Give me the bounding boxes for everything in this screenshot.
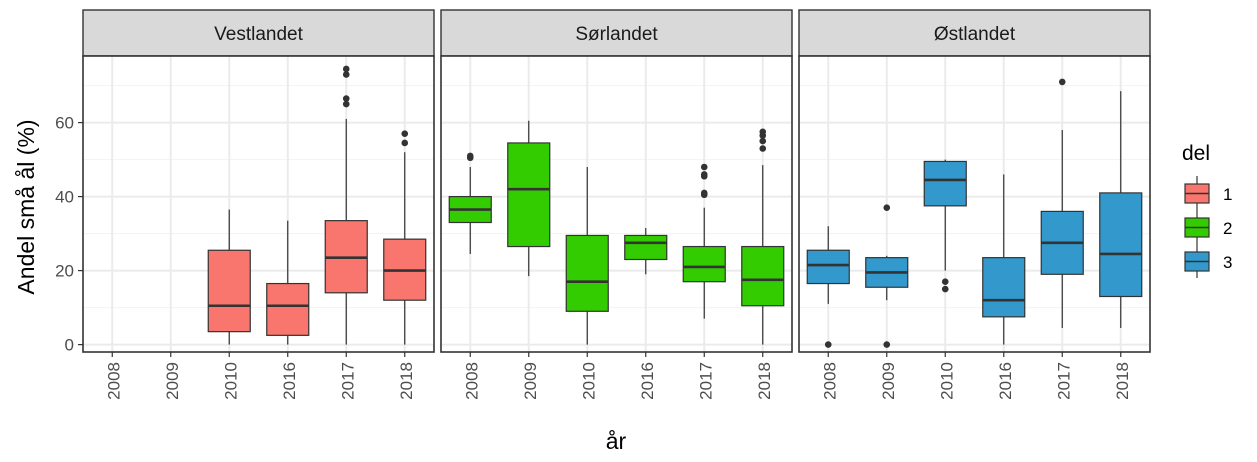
outlier-point bbox=[759, 145, 767, 152]
x-tick-label: 2010 bbox=[579, 362, 598, 400]
x-tick-label: 2018 bbox=[397, 362, 416, 400]
panel-border bbox=[82, 55, 435, 353]
box-2016 bbox=[624, 228, 668, 275]
box-2018 bbox=[1099, 91, 1143, 328]
box-body bbox=[682, 245, 726, 283]
box-2008 bbox=[806, 226, 850, 348]
box-2016 bbox=[266, 220, 310, 345]
box-2018 bbox=[741, 128, 785, 345]
legend-entry-3: 3 bbox=[1184, 244, 1232, 278]
outlier-point bbox=[941, 285, 949, 293]
x-tick-label: 2017 bbox=[696, 362, 715, 400]
box-body bbox=[266, 282, 310, 336]
box-2017 bbox=[682, 163, 726, 319]
legend-label: 2 bbox=[1223, 219, 1232, 238]
panel-border bbox=[798, 55, 1151, 353]
panel-background bbox=[799, 56, 1150, 352]
facet-panels: Vestlandet 2008 2009 2010 2016 2017 2018 0 20 40 6… bbox=[55, 9, 1151, 400]
box-body bbox=[741, 245, 785, 307]
strip-background bbox=[440, 9, 793, 57]
outlier-point bbox=[466, 152, 474, 160]
x-axis-label: år bbox=[606, 428, 627, 454]
outlier-point bbox=[700, 189, 708, 197]
box-body bbox=[923, 160, 967, 207]
box-2017 bbox=[324, 65, 368, 345]
outlier-point bbox=[824, 341, 832, 348]
outlier-point bbox=[883, 341, 891, 348]
box-2017 bbox=[1040, 78, 1084, 328]
box-body bbox=[624, 234, 668, 261]
x-tick-label: 2009 bbox=[879, 362, 898, 400]
outlier-point bbox=[342, 100, 350, 108]
y-tick-label: 60 bbox=[55, 114, 74, 133]
box-2009 bbox=[507, 120, 551, 277]
x-tick-label: 2008 bbox=[462, 362, 481, 400]
outlier-point bbox=[342, 95, 350, 102]
box-body bbox=[1099, 192, 1143, 298]
x-tick-label: 2017 bbox=[338, 362, 357, 400]
outlier-point bbox=[759, 128, 767, 136]
x-tick-label: 2016 bbox=[280, 362, 299, 400]
legend-entry-2: 2 bbox=[1184, 210, 1232, 244]
legend-title: del bbox=[1182, 142, 1210, 165]
panel-background bbox=[441, 56, 792, 352]
x-tick-label: 2018 bbox=[1113, 362, 1132, 400]
x-tick-label: 2018 bbox=[755, 362, 774, 400]
box-body bbox=[806, 249, 850, 285]
x-tick-label: 2009 bbox=[521, 362, 540, 400]
strip-label: Vestlandet bbox=[214, 24, 303, 45]
facet-panel-vestlandet: Vestlandet 2008 2009 2010 2016 2017 2018 0 20 40 6… bbox=[55, 9, 435, 400]
outlier-point bbox=[883, 204, 891, 211]
box-2010 bbox=[207, 209, 251, 345]
box-body bbox=[565, 234, 609, 312]
box-body bbox=[507, 142, 551, 248]
box-body bbox=[982, 257, 1026, 318]
outlier-point bbox=[700, 171, 708, 178]
y-tick-label: 20 bbox=[55, 262, 74, 281]
box-2010 bbox=[565, 167, 609, 345]
legend-entry-1: 1 bbox=[1184, 176, 1232, 210]
y-tick-label: 0 bbox=[65, 336, 74, 355]
facet-panel-østlandet: Østlandet 2008 2009 2010 2016 2017 2018 bbox=[798, 9, 1151, 400]
legend-label: 1 bbox=[1223, 185, 1232, 204]
x-tick-label: 2008 bbox=[820, 362, 839, 400]
x-tick-label: 2008 bbox=[104, 362, 123, 400]
legend: del 1 2 3 bbox=[1182, 142, 1232, 278]
strip-label: Østlandet bbox=[934, 24, 1016, 45]
y-axis-label: Andel små ål (%) bbox=[13, 119, 39, 294]
strip-label: Sørlandet bbox=[575, 24, 658, 45]
facet-panel-sørlandet: Sørlandet 2008 2009 2010 2016 2017 2018 bbox=[440, 9, 793, 400]
outlier-point bbox=[342, 65, 350, 73]
outlier-point bbox=[342, 71, 350, 78]
outlier-point bbox=[401, 130, 409, 137]
y-tick-label: 40 bbox=[55, 188, 74, 207]
box-body bbox=[207, 249, 251, 333]
x-tick-label: 2017 bbox=[1054, 362, 1073, 400]
x-tick-label: 2010 bbox=[221, 362, 240, 400]
box-2010 bbox=[923, 159, 967, 293]
legend-entries: 1 2 3 bbox=[1184, 176, 1232, 278]
x-tick-label: 2016 bbox=[638, 362, 657, 400]
box-2008 bbox=[448, 152, 492, 254]
panel-border bbox=[440, 55, 793, 353]
outlier-point bbox=[401, 139, 409, 147]
x-tick-label: 2010 bbox=[937, 362, 956, 400]
panel-background bbox=[83, 56, 434, 352]
outlier-point bbox=[1058, 78, 1066, 86]
x-tick-label: 2016 bbox=[996, 362, 1015, 400]
box-2018 bbox=[383, 130, 427, 345]
strip-background bbox=[82, 9, 435, 57]
box-2016 bbox=[982, 174, 1026, 345]
legend-label: 3 bbox=[1223, 253, 1232, 272]
outlier-point bbox=[759, 137, 767, 145]
outlier-point bbox=[700, 163, 708, 171]
x-tick-label: 2009 bbox=[163, 362, 182, 400]
box-2009 bbox=[865, 204, 909, 348]
outlier-point bbox=[941, 278, 949, 286]
